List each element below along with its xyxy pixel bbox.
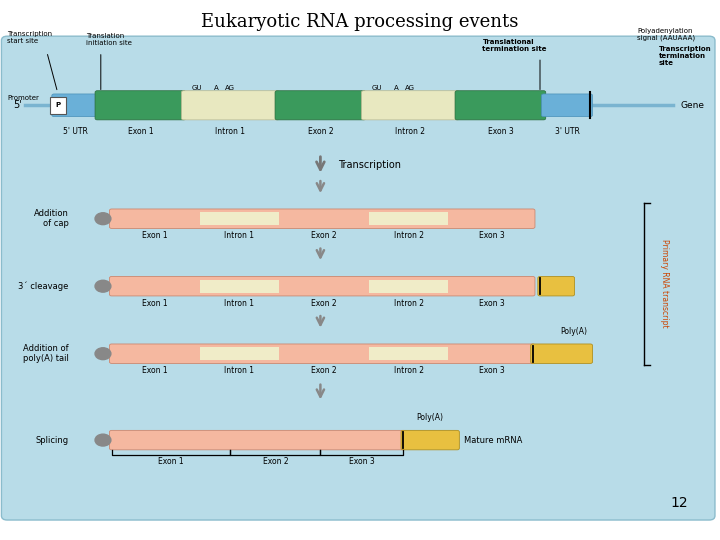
Text: A: A — [214, 85, 218, 91]
FancyBboxPatch shape — [181, 91, 279, 120]
Circle shape — [95, 348, 111, 360]
Text: Addition of
poly(A) tail: Addition of poly(A) tail — [22, 344, 68, 363]
FancyBboxPatch shape — [455, 91, 546, 120]
Text: Primary RNA transcript: Primary RNA transcript — [660, 239, 669, 328]
Text: Exon 1: Exon 1 — [127, 127, 153, 136]
Text: 5': 5' — [14, 100, 22, 110]
Circle shape — [95, 434, 111, 446]
Text: Intron 1: Intron 1 — [215, 127, 246, 136]
Circle shape — [95, 280, 111, 292]
Text: Translation
initiation site: Translation initiation site — [86, 33, 132, 46]
FancyBboxPatch shape — [538, 276, 575, 296]
Text: Intron 1: Intron 1 — [225, 299, 254, 308]
Text: 3' UTR: 3' UTR — [554, 127, 580, 136]
Text: 3´ cleavage: 3´ cleavage — [18, 281, 68, 291]
Text: Exon 3: Exon 3 — [349, 457, 374, 467]
Bar — [369, 347, 448, 360]
Text: Exon 1: Exon 1 — [142, 366, 168, 375]
Circle shape — [95, 213, 111, 225]
FancyBboxPatch shape — [109, 344, 535, 363]
FancyBboxPatch shape — [361, 91, 459, 120]
FancyBboxPatch shape — [109, 209, 535, 228]
Text: Exon 2: Exon 2 — [307, 127, 333, 136]
Text: Exon 3: Exon 3 — [479, 231, 504, 240]
Text: Exon 1: Exon 1 — [142, 231, 168, 240]
Bar — [200, 212, 279, 225]
Text: Intron 1: Intron 1 — [225, 366, 254, 375]
Text: AG: AG — [405, 85, 415, 91]
Text: Poly(A): Poly(A) — [560, 327, 587, 336]
FancyBboxPatch shape — [275, 91, 366, 120]
Text: Translational
termination site: Translational termination site — [482, 39, 547, 52]
Text: Exon 1: Exon 1 — [158, 457, 184, 467]
Text: GU: GU — [372, 85, 382, 91]
Text: Splicing: Splicing — [35, 436, 68, 444]
Text: Addition
of cap: Addition of cap — [34, 209, 68, 228]
Text: Exon 3: Exon 3 — [479, 299, 504, 308]
Bar — [50, 97, 66, 114]
Text: Gene: Gene — [680, 101, 704, 110]
Text: Exon 2: Exon 2 — [263, 457, 288, 467]
FancyBboxPatch shape — [109, 276, 535, 296]
Text: Poly(A): Poly(A) — [417, 413, 444, 422]
Text: Promoter: Promoter — [7, 95, 39, 101]
Text: Transcription
start site: Transcription start site — [7, 31, 53, 44]
Text: Intron 2: Intron 2 — [395, 127, 426, 136]
Text: A: A — [394, 85, 398, 91]
Text: Exon 2: Exon 2 — [311, 299, 337, 308]
Bar — [369, 280, 448, 293]
Bar — [200, 347, 279, 360]
Text: 12: 12 — [670, 496, 688, 510]
FancyBboxPatch shape — [109, 430, 405, 450]
FancyBboxPatch shape — [531, 344, 593, 363]
Text: AG: AG — [225, 85, 235, 91]
Text: Exon 3: Exon 3 — [487, 127, 513, 136]
Text: Transcription: Transcription — [338, 160, 402, 170]
FancyBboxPatch shape — [95, 91, 186, 120]
Text: Intron 1: Intron 1 — [225, 231, 254, 240]
Text: Exon 2: Exon 2 — [311, 366, 337, 375]
Text: GU: GU — [192, 85, 202, 91]
Text: 5' UTR: 5' UTR — [63, 127, 88, 136]
Bar — [200, 280, 279, 293]
Text: Exon 3: Exon 3 — [479, 366, 504, 375]
Text: Polyadenylation
signal (AAUAAA): Polyadenylation signal (AAUAAA) — [637, 28, 696, 41]
FancyBboxPatch shape — [541, 94, 593, 117]
Bar — [369, 212, 448, 225]
Text: P: P — [55, 102, 60, 109]
Text: Eukaryotic RNA processing events: Eukaryotic RNA processing events — [202, 12, 518, 31]
FancyBboxPatch shape — [401, 430, 459, 450]
Text: Intron 2: Intron 2 — [394, 366, 423, 375]
Text: Intron 2: Intron 2 — [394, 299, 423, 308]
FancyBboxPatch shape — [52, 94, 99, 117]
FancyBboxPatch shape — [1, 36, 715, 520]
Text: Exon 2: Exon 2 — [311, 231, 337, 240]
Text: Mature mRNA: Mature mRNA — [464, 436, 523, 444]
Text: Intron 2: Intron 2 — [394, 231, 423, 240]
Text: Exon 1: Exon 1 — [142, 299, 168, 308]
Text: Transcription
termination
site: Transcription termination site — [659, 46, 711, 66]
